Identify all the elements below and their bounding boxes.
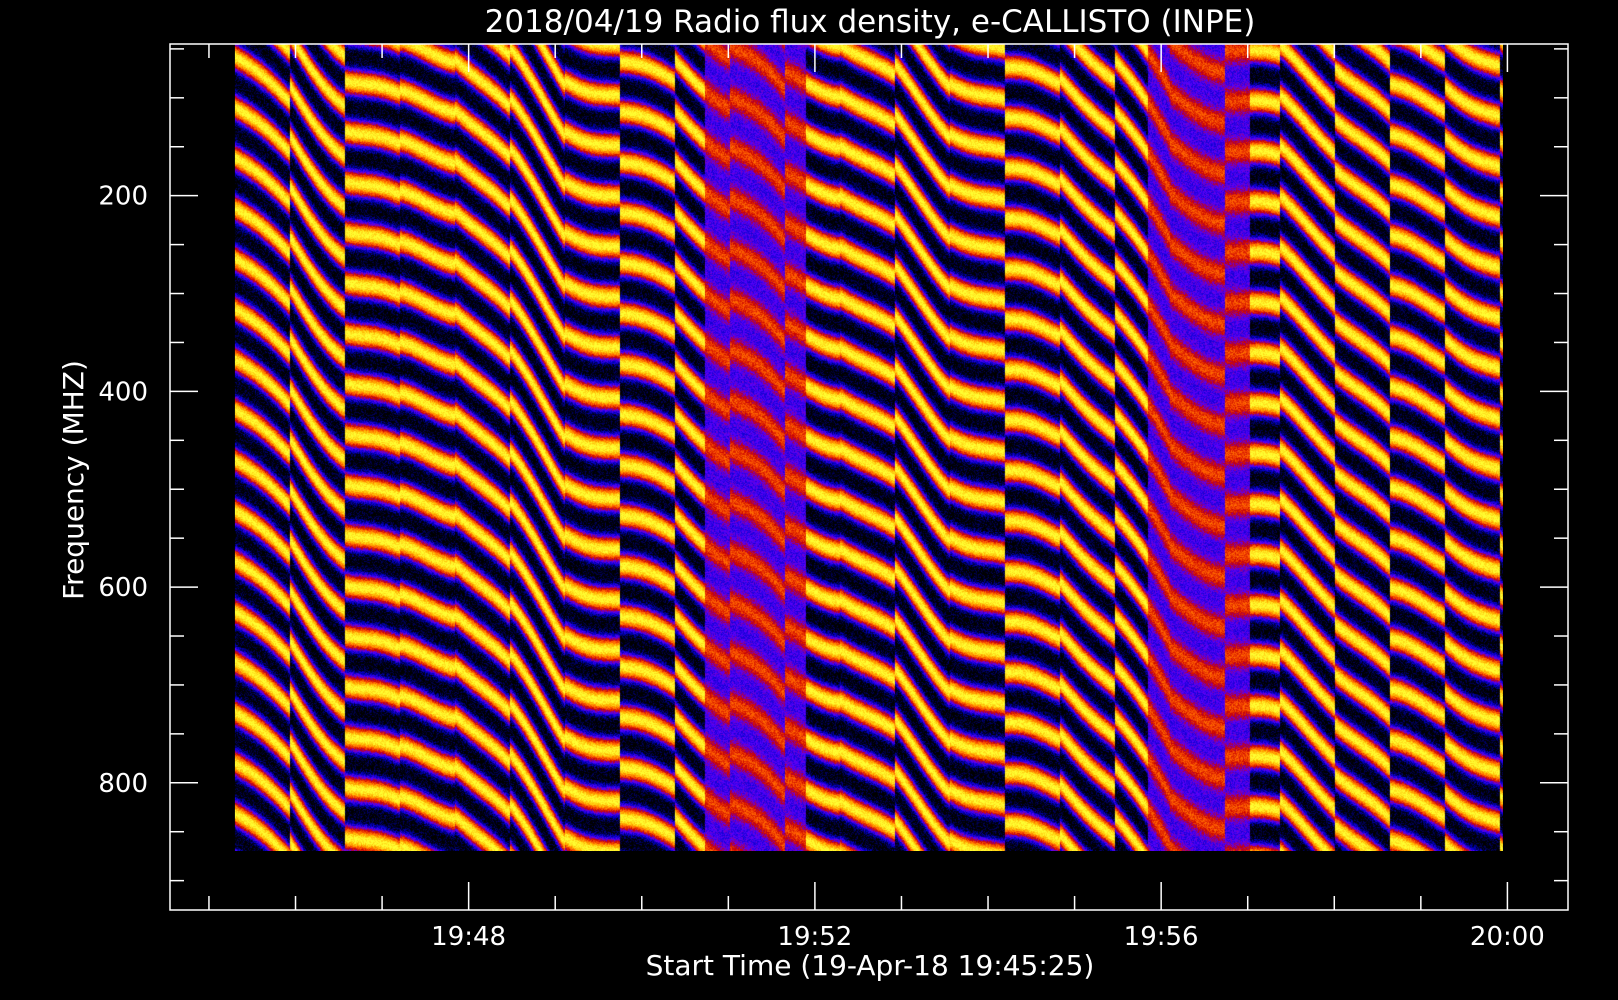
x-tick-label: 19:56 — [1124, 922, 1199, 952]
y-axis: 200 400 600 800 — [98, 48, 1568, 882]
spectrogram-heatmap — [234, 44, 1503, 851]
chart-title: 2018/04/19 Radio flux density, e-CALLIST… — [485, 4, 1256, 40]
x-axis-label: Start Time (19-Apr-18 19:45:25) — [646, 949, 1095, 982]
y-tick-label: 600 — [98, 573, 148, 603]
y-tick-label: 200 — [98, 182, 148, 212]
y-tick-label: 800 — [98, 769, 148, 799]
spectrogram-image — [234, 44, 1503, 851]
x-axis: 19:48 19:52 19:56 20:00 — [208, 44, 1545, 952]
x-tick-label: 20:00 — [1470, 922, 1545, 952]
plot-frame — [169, 43, 1569, 911]
y-axis-label: Frequency (MHZ) — [57, 360, 90, 600]
y-tick-label: 400 — [98, 377, 148, 407]
x-tick-label: 19:52 — [777, 922, 852, 952]
x-tick-label: 19:48 — [431, 922, 506, 952]
